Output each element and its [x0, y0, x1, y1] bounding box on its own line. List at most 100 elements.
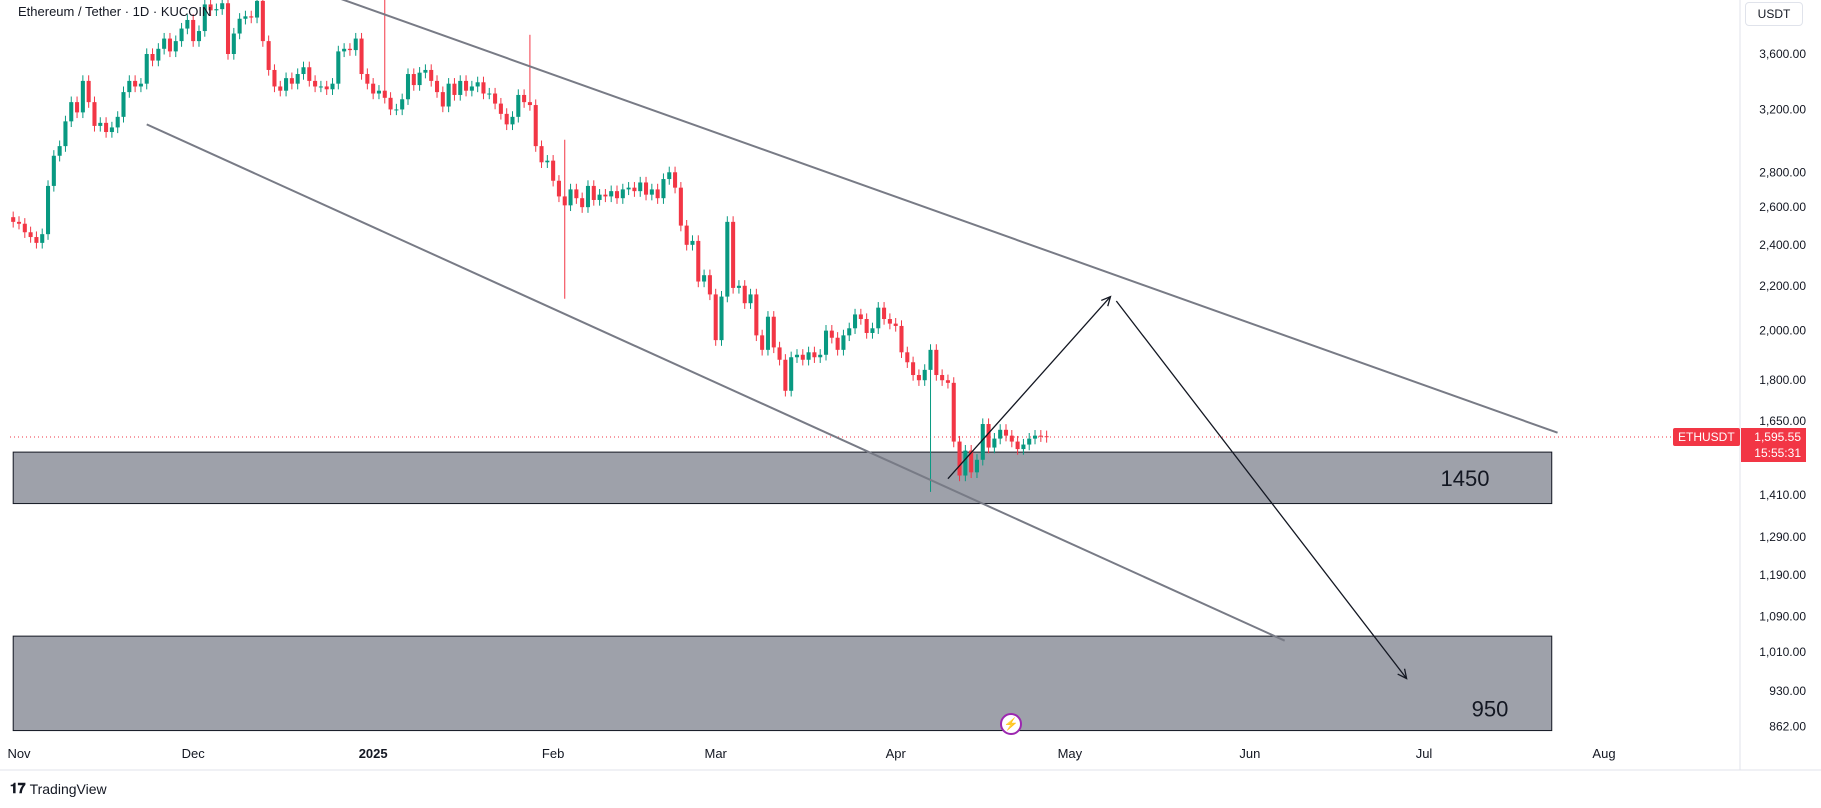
lightning-icon[interactable]: ⚡: [1000, 713, 1022, 735]
candle-body: [266, 41, 271, 70]
candle-body: [893, 323, 898, 326]
symbol-tag: ETHUSDT: [1673, 428, 1740, 446]
x-tick-label: Jun: [1239, 746, 1260, 761]
candle-body: [307, 67, 312, 81]
candle-body: [347, 48, 352, 51]
candle-body: [580, 198, 585, 208]
candle-body: [69, 102, 74, 122]
candle-body: [16, 221, 22, 224]
candle-body: [11, 217, 16, 222]
x-tick-label: Dec: [182, 746, 206, 761]
candle-body: [980, 424, 985, 460]
candle-body: [63, 121, 68, 147]
x-tick-label: Aug: [1592, 746, 1615, 761]
candle-body: [527, 102, 532, 106]
candle-body: [417, 72, 422, 86]
candle-body: [498, 103, 503, 114]
candle-body: [905, 352, 910, 363]
candle-body: [876, 307, 881, 329]
candle-body: [771, 316, 776, 348]
candle-body: [841, 335, 846, 350]
candle-body: [963, 450, 968, 476]
candle-body: [185, 19, 190, 29]
candle-body: [661, 179, 666, 199]
candle-body: [504, 113, 509, 125]
candle-body: [742, 285, 747, 304]
candle-body: [342, 48, 347, 52]
candle-body: [829, 330, 834, 338]
candle-body: [951, 382, 956, 442]
x-tick-label: Nov: [7, 746, 31, 761]
candle-body: [353, 38, 358, 51]
candle-body: [609, 191, 614, 197]
candle-body: [649, 189, 654, 195]
candle-body: [638, 182, 643, 192]
candle-body: [133, 80, 138, 87]
candle-body: [1009, 435, 1014, 442]
candle-body: [40, 234, 45, 243]
y-tick-label: 1,800.00: [1759, 373, 1806, 387]
candle-body: [934, 349, 939, 376]
candle-body: [301, 67, 306, 75]
candle-body: [237, 18, 242, 34]
y-tick-label: 1,290.00: [1759, 530, 1806, 544]
candle-body: [260, 0, 265, 42]
candle-body: [847, 328, 852, 336]
candle-body: [359, 38, 364, 75]
candle-body: [922, 369, 927, 381]
down-arrow-line: [1115, 300, 1408, 679]
y-tick-label: 2,000.00: [1759, 324, 1806, 338]
candle-body: [533, 105, 538, 147]
candle-body: [196, 31, 202, 42]
candle-body: [806, 352, 811, 360]
candle-body: [138, 83, 143, 87]
candle-body: [731, 221, 736, 288]
candle-body: [1003, 429, 1009, 436]
candle-body: [255, 0, 260, 18]
candle-body: [336, 51, 341, 84]
candle-body: [632, 187, 637, 192]
candle-body: [45, 185, 51, 235]
candle-body: [330, 83, 335, 90]
candle-body: [1044, 436, 1049, 438]
candle-body: [551, 160, 556, 181]
candle-body: [574, 189, 579, 199]
y-tick-label: 1,190.00: [1759, 568, 1806, 582]
tradingview-logo[interactable]: 𝟏𝟕 TradingView: [10, 780, 107, 797]
candle-body: [585, 185, 591, 208]
candle-body: [713, 294, 718, 341]
zone-box-950: [12, 635, 1553, 732]
up-arrow-line: [947, 296, 1111, 480]
candle-body: [969, 450, 974, 473]
zone-label-950: 950: [1472, 697, 1509, 722]
candle-body: [986, 424, 991, 448]
candle-body: [626, 187, 631, 190]
candle-body: [556, 180, 561, 197]
y-tick-label: 2,600.00: [1759, 200, 1806, 214]
candle-body: [940, 375, 945, 381]
candle-body: [754, 294, 759, 336]
candle-body: [179, 28, 184, 42]
y-tick-label: 2,400.00: [1759, 238, 1806, 252]
candle-body: [864, 319, 869, 333]
x-tick-label: Mar: [705, 746, 728, 761]
candle-body: [539, 146, 544, 163]
candle-body: [376, 90, 381, 94]
candle-body: [911, 362, 916, 376]
candle-body: [92, 102, 97, 126]
y-tick-label: 1,010.00: [1759, 645, 1806, 659]
candle-body: [777, 347, 782, 360]
candle-body: [974, 459, 979, 473]
candle-body: [707, 275, 712, 295]
candle-body: [882, 307, 887, 320]
candle-body: [388, 97, 393, 110]
candle-body: [225, 3, 231, 55]
candle-body: [620, 189, 625, 199]
currency-button[interactable]: USDT: [1745, 2, 1803, 26]
candle-body: [475, 82, 480, 87]
candle-body: [80, 80, 85, 113]
candle-body: [313, 80, 318, 87]
candle-body: [446, 83, 451, 107]
candle-body: [992, 438, 997, 448]
